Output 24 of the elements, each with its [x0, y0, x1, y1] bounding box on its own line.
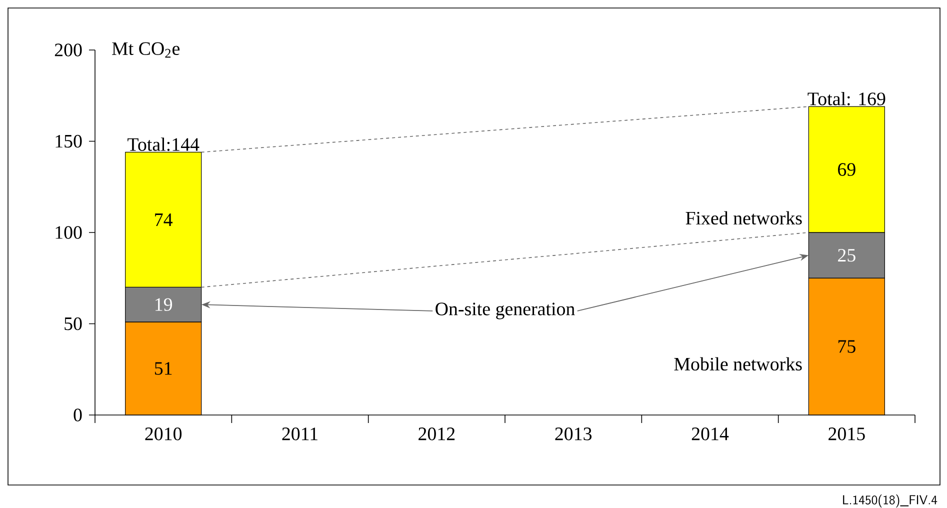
data-label: 51 [154, 362, 172, 375]
x-tick-label: 2015 [828, 428, 865, 440]
y-tick-label: 0 [74, 408, 82, 422]
series-label: Fixed networks [686, 211, 802, 225]
y-tick-label: 100 [56, 226, 82, 239]
data-label: 74 [155, 213, 173, 226]
y-axis-title: Mt CO$_{2}$e [112, 42, 180, 58]
text: L.1450(18)_FIV.4 [843, 494, 938, 508]
data-label: 75 [838, 340, 856, 353]
series-label: Mobile networks [674, 357, 802, 371]
y-tick-label: 150 [56, 134, 82, 148]
x-tick-label: 2010 [145, 428, 182, 440]
total-label: Total:144 [128, 138, 200, 151]
data-label: 69 [838, 163, 856, 176]
y-tick-label: 50 [64, 317, 82, 330]
text: On-site generation [436, 302, 575, 320]
total-label: Total: 169 [808, 92, 886, 106]
x-tick-label: 2013 [555, 428, 592, 440]
x-tick-label: 2011 [282, 428, 318, 440]
x-tick-label: 2012 [418, 428, 455, 440]
data-label: 25 [838, 248, 856, 262]
x-tick-label: 2014 [692, 428, 729, 440]
data-label: 19 [156, 298, 172, 311]
y-tick-label: 200 [54, 44, 82, 56]
